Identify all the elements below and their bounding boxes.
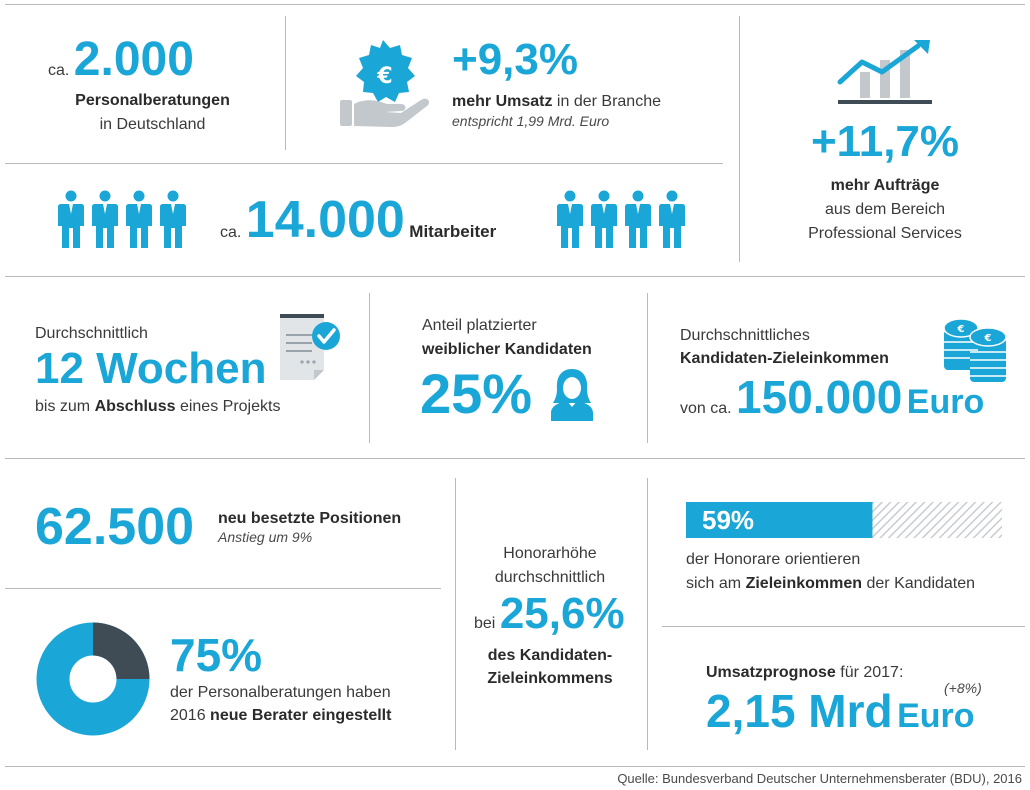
positions-value: 62.500 — [35, 498, 195, 556]
donut-minor-segment — [93, 622, 150, 679]
duration-text: bis zum Abschluss eines Projekts — [35, 398, 281, 415]
forecast-value: 2,15 Mrd — [706, 685, 893, 737]
fee-line2: durchschnittlich — [494, 569, 606, 586]
coins-icon: € € — [940, 316, 1012, 388]
divider — [647, 293, 648, 443]
person-icon — [58, 190, 84, 250]
income-unit: Euro — [906, 383, 985, 421]
orders-label: mehr Aufträge — [830, 177, 940, 194]
euro-hand-icon: € — [335, 38, 431, 130]
revenue-note: entspricht 1,99 Mrd. Euro — [452, 113, 610, 129]
bottom-divider — [5, 766, 1025, 767]
consultancies-block: ca. 2.000 — [48, 36, 258, 84]
employees-prefix: ca. — [220, 224, 242, 241]
person-icon — [126, 190, 152, 250]
new-consultants-line2: 2016 neue Berater eingestellt — [170, 707, 392, 724]
income-block: von ca. 150.000 Euro — [680, 374, 984, 421]
new-consultants-line1: der Personalberatungen haben — [170, 684, 391, 701]
fee-basis-value: 59% — [702, 505, 755, 535]
svg-text:€: € — [984, 333, 992, 344]
divider — [5, 163, 723, 164]
fee-prefix: bei — [474, 615, 496, 632]
forecast-unit: Euro — [897, 697, 975, 735]
woman-icon — [549, 367, 595, 421]
fee-line3: des Kandidaten- — [487, 647, 613, 664]
female-value: 25% — [420, 362, 533, 425]
person-icon — [591, 190, 617, 250]
employees-value: 14.000 — [245, 191, 405, 249]
revenue-value: +9,3% — [452, 35, 578, 84]
revenue-label: mehr Umsatz in der Branche — [452, 93, 661, 110]
fee-value: 25,6% — [499, 589, 625, 638]
income-value: 150.000 — [736, 371, 903, 423]
divider — [647, 478, 648, 750]
fee-block: bei 25,6% — [474, 592, 625, 636]
divider — [5, 276, 1025, 277]
top-divider — [5, 4, 1025, 5]
divider — [739, 16, 740, 262]
fee-basis-line2: sich am Zieleinkommen der Kandidaten — [686, 575, 976, 592]
fee-basis-bar: 59% — [686, 502, 1002, 538]
female-line1: Anteil platzierter — [422, 317, 537, 334]
fee-line1: Honorarhöhe — [503, 545, 597, 562]
fee-line4: Zieleinkommens — [487, 670, 613, 687]
document-check-icon — [276, 312, 346, 384]
person-icon — [625, 190, 651, 250]
duration-intro: Durchschnittlich — [35, 325, 148, 342]
forecast-block: 2,15 Mrd Euro — [706, 688, 975, 734]
consultancies-sub: in Deutschland — [99, 116, 206, 133]
fee-basis-line1: der Honorare orientieren — [686, 551, 861, 568]
employees-label: Mitarbeiter — [409, 222, 497, 241]
orders-value: +11,7% — [810, 117, 960, 166]
income-prefix: von ca. — [680, 400, 732, 417]
income-line1: Durchschnittliches — [680, 327, 810, 344]
divider — [5, 458, 1025, 459]
employees-block: ca. 14.000 Mitarbeiter — [220, 194, 496, 246]
svg-text:€: € — [376, 64, 392, 89]
forecast-change: (+8%) — [944, 680, 982, 696]
svg-text:€: € — [957, 324, 965, 335]
divider — [369, 293, 370, 443]
positions-note: Anstieg um 9% — [218, 529, 313, 545]
income-line2: Kandidaten-Zieleinkommen — [680, 350, 889, 367]
person-icon — [557, 190, 583, 250]
orders-line2: aus dem Bereich — [824, 201, 946, 218]
positions-label: neu besetzte Positionen — [218, 510, 402, 527]
source-note: Quelle: Bundesverband Deutscher Unterneh… — [617, 771, 1022, 786]
consultancies-value: 2.000 — [73, 33, 194, 86]
forecast-label: Umsatzprognose für 2017: — [706, 664, 904, 681]
divider — [5, 588, 441, 589]
person-icon — [92, 190, 118, 250]
person-icon — [160, 190, 186, 250]
divider — [455, 478, 456, 750]
divider — [285, 16, 286, 150]
person-icon — [659, 190, 685, 250]
female-line2: weiblicher Kandidaten — [422, 341, 592, 358]
donut-chart — [36, 622, 150, 736]
bar-chart-growth-icon — [834, 38, 938, 106]
consultancies-label: Personalberatungen — [75, 92, 230, 109]
new-consultants-value: 75% — [170, 629, 263, 681]
duration-value: 12 Wochen — [35, 344, 267, 393]
fee-basis-fill — [686, 502, 873, 538]
consultancies-prefix: ca. — [48, 62, 70, 79]
divider — [662, 626, 1025, 627]
orders-line3: Professional Services — [808, 225, 962, 242]
